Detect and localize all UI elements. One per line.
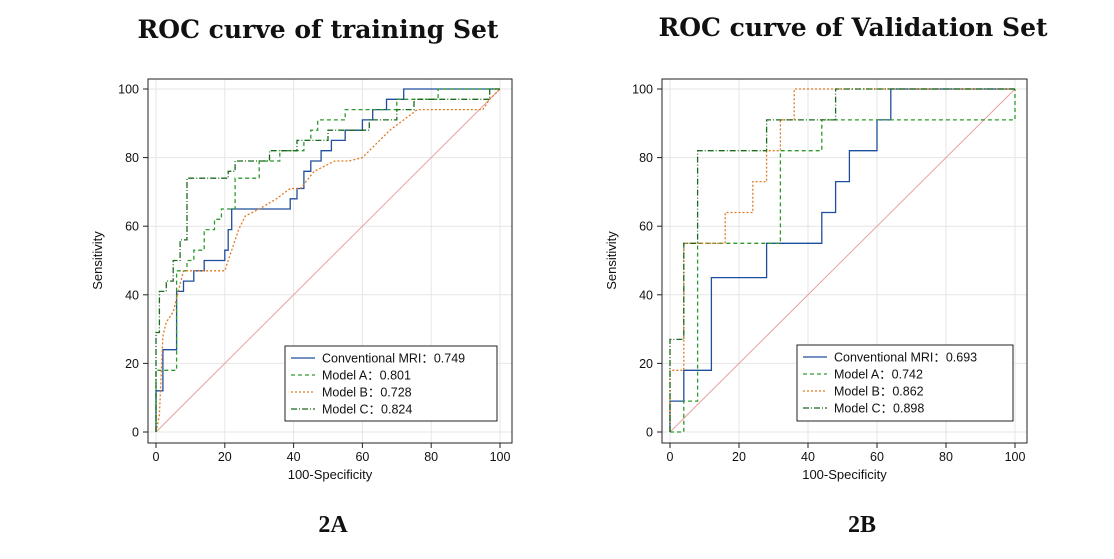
y-tick-label: 100 <box>632 83 653 97</box>
y-tick-label: 0 <box>646 426 653 440</box>
legend-label: Model B：0.728 <box>322 386 412 400</box>
x-tick-label: 60 <box>355 450 369 464</box>
roc-series-model-c <box>669 88 1015 432</box>
roc-series-model-b <box>155 88 501 433</box>
legend-label: Model A：0.801 <box>322 369 411 383</box>
roc-series-conventional-mri <box>669 88 1015 432</box>
y-axis-label: Sensitivity <box>604 231 619 290</box>
legend-box <box>796 344 1014 422</box>
reference-diagonal <box>155 88 501 433</box>
y-tick-label: 60 <box>639 220 653 234</box>
y-tick-label: 100 <box>118 83 139 97</box>
x-tick-label: 100 <box>1005 450 1026 464</box>
y-tick-label: 40 <box>639 288 653 302</box>
legend: Conventional MRI：0.693 Model A：0.742 Model… <box>796 344 1014 422</box>
x-axis-label: 100-Specificity <box>802 467 887 482</box>
y-tick-label: 60 <box>125 220 139 234</box>
plot-frame <box>147 78 513 444</box>
roc-series-model-a <box>670 89 1016 433</box>
panel-label: 2B <box>848 512 876 538</box>
x-tick-label: 0 <box>153 450 160 464</box>
legend-label: Conventional MRI：0.749 <box>322 352 465 366</box>
reference-diagonal <box>669 88 1016 433</box>
x-tick-label: 60 <box>870 450 884 464</box>
y-tick-label: 80 <box>639 151 653 165</box>
roc-panel-training: ROC curve of training Set 0 20 40 60 80 100 0 2… <box>90 15 513 538</box>
x-tick-label: 20 <box>732 450 746 464</box>
x-tick-label: 40 <box>801 450 815 464</box>
x-tick-label: 40 <box>287 450 301 464</box>
x-tick-label: 0 <box>667 450 674 464</box>
x-tick-label: 100 <box>490 450 511 464</box>
plot-frame <box>661 78 1028 444</box>
x-tick-label: 80 <box>424 450 438 464</box>
x-tick-label: 20 <box>218 450 232 464</box>
x-axis-label: 100-Specificity <box>288 467 373 482</box>
panel-label: 2A <box>318 512 348 538</box>
x-tick-label: 80 <box>939 450 953 464</box>
y-tick-label: 20 <box>639 357 653 371</box>
legend: Conventional MRI：0.749 Model A：0.801 Model… <box>284 345 498 422</box>
legend-label: Model C：0.824 <box>322 403 412 417</box>
y-tick-label: 40 <box>125 288 139 302</box>
legend-label: Model C：0.898 <box>834 402 924 416</box>
legend-label: Model A：0.742 <box>834 368 923 382</box>
y-tick-label: 0 <box>132 426 139 440</box>
y-tick-label: 20 <box>125 357 139 371</box>
legend-label: Conventional MRI：0.693 <box>834 351 977 365</box>
y-tick-label: 80 <box>125 151 139 165</box>
chart-title: ROC curve of Validation Set <box>658 13 1048 42</box>
chart-title: ROC curve of training Set <box>138 15 499 44</box>
y-axis-label: Sensitivity <box>90 231 105 290</box>
legend-box <box>284 345 498 422</box>
roc-panel-validation: ROC curve of Validation Set 0 20 40 60 80 100… <box>604 13 1048 538</box>
roc-series-model-c <box>155 88 500 432</box>
legend-label: Model B：0.862 <box>834 385 924 399</box>
